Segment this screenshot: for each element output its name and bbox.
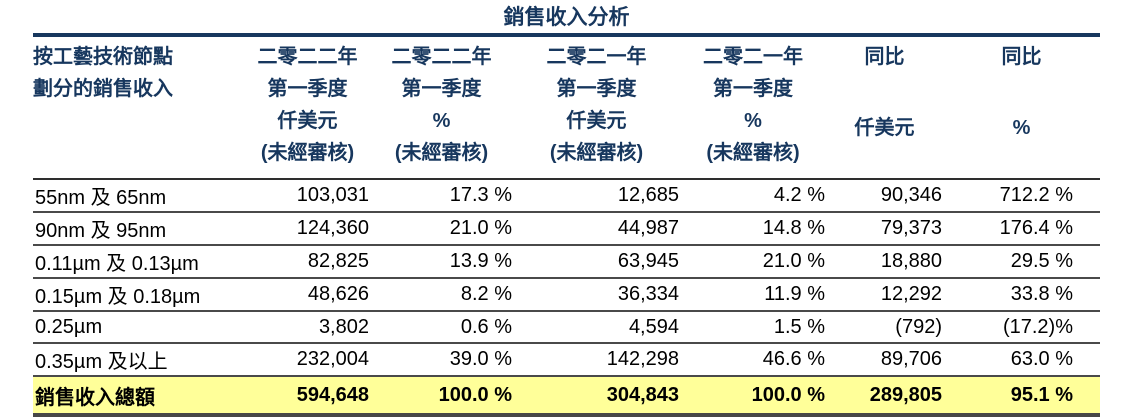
total-row: 銷售收入總額 594,648 100.0 % 304,843 100.0 % 2… (33, 376, 1100, 417)
cell-value: 89,706 (826, 343, 943, 377)
table-row: 0.15µm 及 0.18µm 48,626 8.2 % 36,334 11.9… (33, 278, 1100, 312)
cell-value: 29.5 % (943, 245, 1100, 279)
cell-value: 8.2 % (370, 278, 513, 312)
cell-value: 90,346 (826, 179, 943, 213)
cell-value: 124,360 (245, 212, 370, 246)
header-row: 按工藝技術節點 劃分的銷售收入 二零二二年 第一季度 仟美元 (未經審核) 二零… (33, 35, 1100, 180)
header-line: (未經審核) (394, 142, 489, 164)
cell-value: 21.0 % (680, 245, 826, 279)
cell-value: 3,802 (245, 311, 370, 344)
cell-value: 44,987 (513, 212, 680, 246)
cell-value: 176.4 % (943, 212, 1100, 246)
header-line: 第一季度 (556, 78, 637, 100)
cell-value: 46.6 % (680, 343, 826, 377)
cell-value: (792) (826, 311, 943, 344)
header-line: 二零二一年 (546, 46, 647, 68)
cell-value: 33.8 % (943, 278, 1100, 312)
cell-value: 18,880 (826, 245, 943, 279)
revenue-analysis-section: 銷售收入分析 按工藝技術節點 劃分的銷售收入 二零二二年 第一季度 仟美元 (未… (33, 6, 1100, 417)
cell-value: 0.6 % (370, 311, 513, 344)
page-title: 銷售收入分析 (503, 6, 630, 29)
header-line: 仟美元 (277, 110, 338, 132)
header-line: 仟美元 (566, 110, 627, 132)
cell-value: 14.8 % (680, 212, 826, 246)
cell-value: 63.0 % (943, 343, 1100, 377)
cell-value: 712.2 % (943, 179, 1100, 213)
cell-value: 11.9 % (680, 278, 826, 312)
total-row-label: 銷售收入總額 (33, 376, 245, 417)
cell-value: (17.2)% (943, 311, 1100, 344)
header-line (826, 144, 943, 176)
header-line: 二零二二年 (257, 46, 358, 68)
column-header-2021-usd: 二零二一年 第一季度 仟美元 (未經審核) (513, 35, 680, 180)
cell-value: 79,373 (826, 212, 943, 246)
revenue-table: 按工藝技術節點 劃分的銷售收入 二零二二年 第一季度 仟美元 (未經審核) 二零… (33, 33, 1100, 417)
column-header-node: 按工藝技術節點 劃分的銷售收入 (33, 35, 245, 180)
header-line (826, 73, 943, 105)
total-cell-value: 100.0 % (680, 376, 826, 417)
header-line: (未經審核) (706, 142, 800, 164)
cell-value: 13.9 % (370, 245, 513, 279)
cell-value: 232,004 (245, 343, 370, 377)
cell-value: 4.2 % (680, 179, 826, 213)
stub-header-line1: 按工藝技術節點 (33, 46, 173, 68)
row-label: 0.35µm 及以上 (33, 343, 245, 377)
row-label: 0.25µm (33, 311, 245, 344)
header-line (943, 144, 1100, 176)
cell-value: 4,594 (513, 311, 680, 344)
header-line: 二零二一年 (703, 46, 803, 68)
cell-value: 82,825 (245, 245, 370, 279)
cell-value: 21.0 % (370, 212, 513, 246)
header-line: % (1012, 117, 1031, 139)
row-label: 90nm 及 95nm (33, 212, 245, 246)
column-header-2021-pct: 二零二一年 第一季度 % (未經審核) (680, 35, 826, 180)
column-header-yoy-pct: 同比 % (943, 35, 1100, 180)
row-label: 0.15µm 及 0.18µm (33, 278, 245, 312)
total-cell-value: 95.1 % (943, 376, 1100, 417)
row-label: 0.11µm 及 0.13µm (33, 245, 245, 279)
header-line: 仟美元 (854, 117, 915, 139)
cell-value: 39.0 % (370, 343, 513, 377)
cell-value: 17.3 % (370, 179, 513, 213)
cell-value: 63,945 (513, 245, 680, 279)
cell-value: 1.5 % (680, 311, 826, 344)
header-line: % (432, 110, 451, 132)
header-line: 同比 (864, 46, 905, 68)
cell-value: 36,334 (513, 278, 680, 312)
total-cell-value: 594,648 (245, 376, 370, 417)
column-header-yoy-usd: 同比 仟美元 (826, 35, 943, 180)
header-line: 第一季度 (713, 78, 793, 100)
total-cell-value: 304,843 (513, 376, 680, 417)
table-row: 0.11µm 及 0.13µm 82,825 13.9 % 63,945 21.… (33, 245, 1100, 279)
header-line: 同比 (1001, 46, 1042, 68)
cell-value: 142,298 (513, 343, 680, 377)
header-line: 第一季度 (267, 78, 348, 100)
column-header-2022-usd: 二零二二年 第一季度 仟美元 (未經審核) (245, 35, 370, 180)
cell-value: 12,292 (826, 278, 943, 312)
column-header-2022-pct: 二零二二年 第一季度 % (未經審核) (370, 35, 513, 180)
row-label: 55nm 及 65nm (33, 179, 245, 213)
header-line (943, 73, 1100, 105)
cell-value: 48,626 (245, 278, 370, 312)
header-line: % (744, 110, 762, 132)
total-cell-value: 289,805 (826, 376, 943, 417)
header-line: (未經審核) (549, 142, 644, 164)
table-row: 0.35µm 及以上 232,004 39.0 % 142,298 46.6 %… (33, 343, 1100, 377)
table-row: 55nm 及 65nm 103,031 17.3 % 12,685 4.2 % … (33, 179, 1100, 213)
table-row: 90nm 及 95nm 124,360 21.0 % 44,987 14.8 %… (33, 212, 1100, 246)
stub-header-line2: 劃分的銷售收入 (33, 78, 173, 100)
header-line: (未經審核) (260, 142, 355, 164)
header-line: 第一季度 (401, 78, 482, 100)
cell-value: 12,685 (513, 179, 680, 213)
table-row: 0.25µm 3,802 0.6 % 4,594 1.5 % (792) (17… (33, 311, 1100, 344)
header-line: 二零二二年 (391, 46, 492, 68)
cell-value: 103,031 (245, 179, 370, 213)
total-cell-value: 100.0 % (370, 376, 513, 417)
